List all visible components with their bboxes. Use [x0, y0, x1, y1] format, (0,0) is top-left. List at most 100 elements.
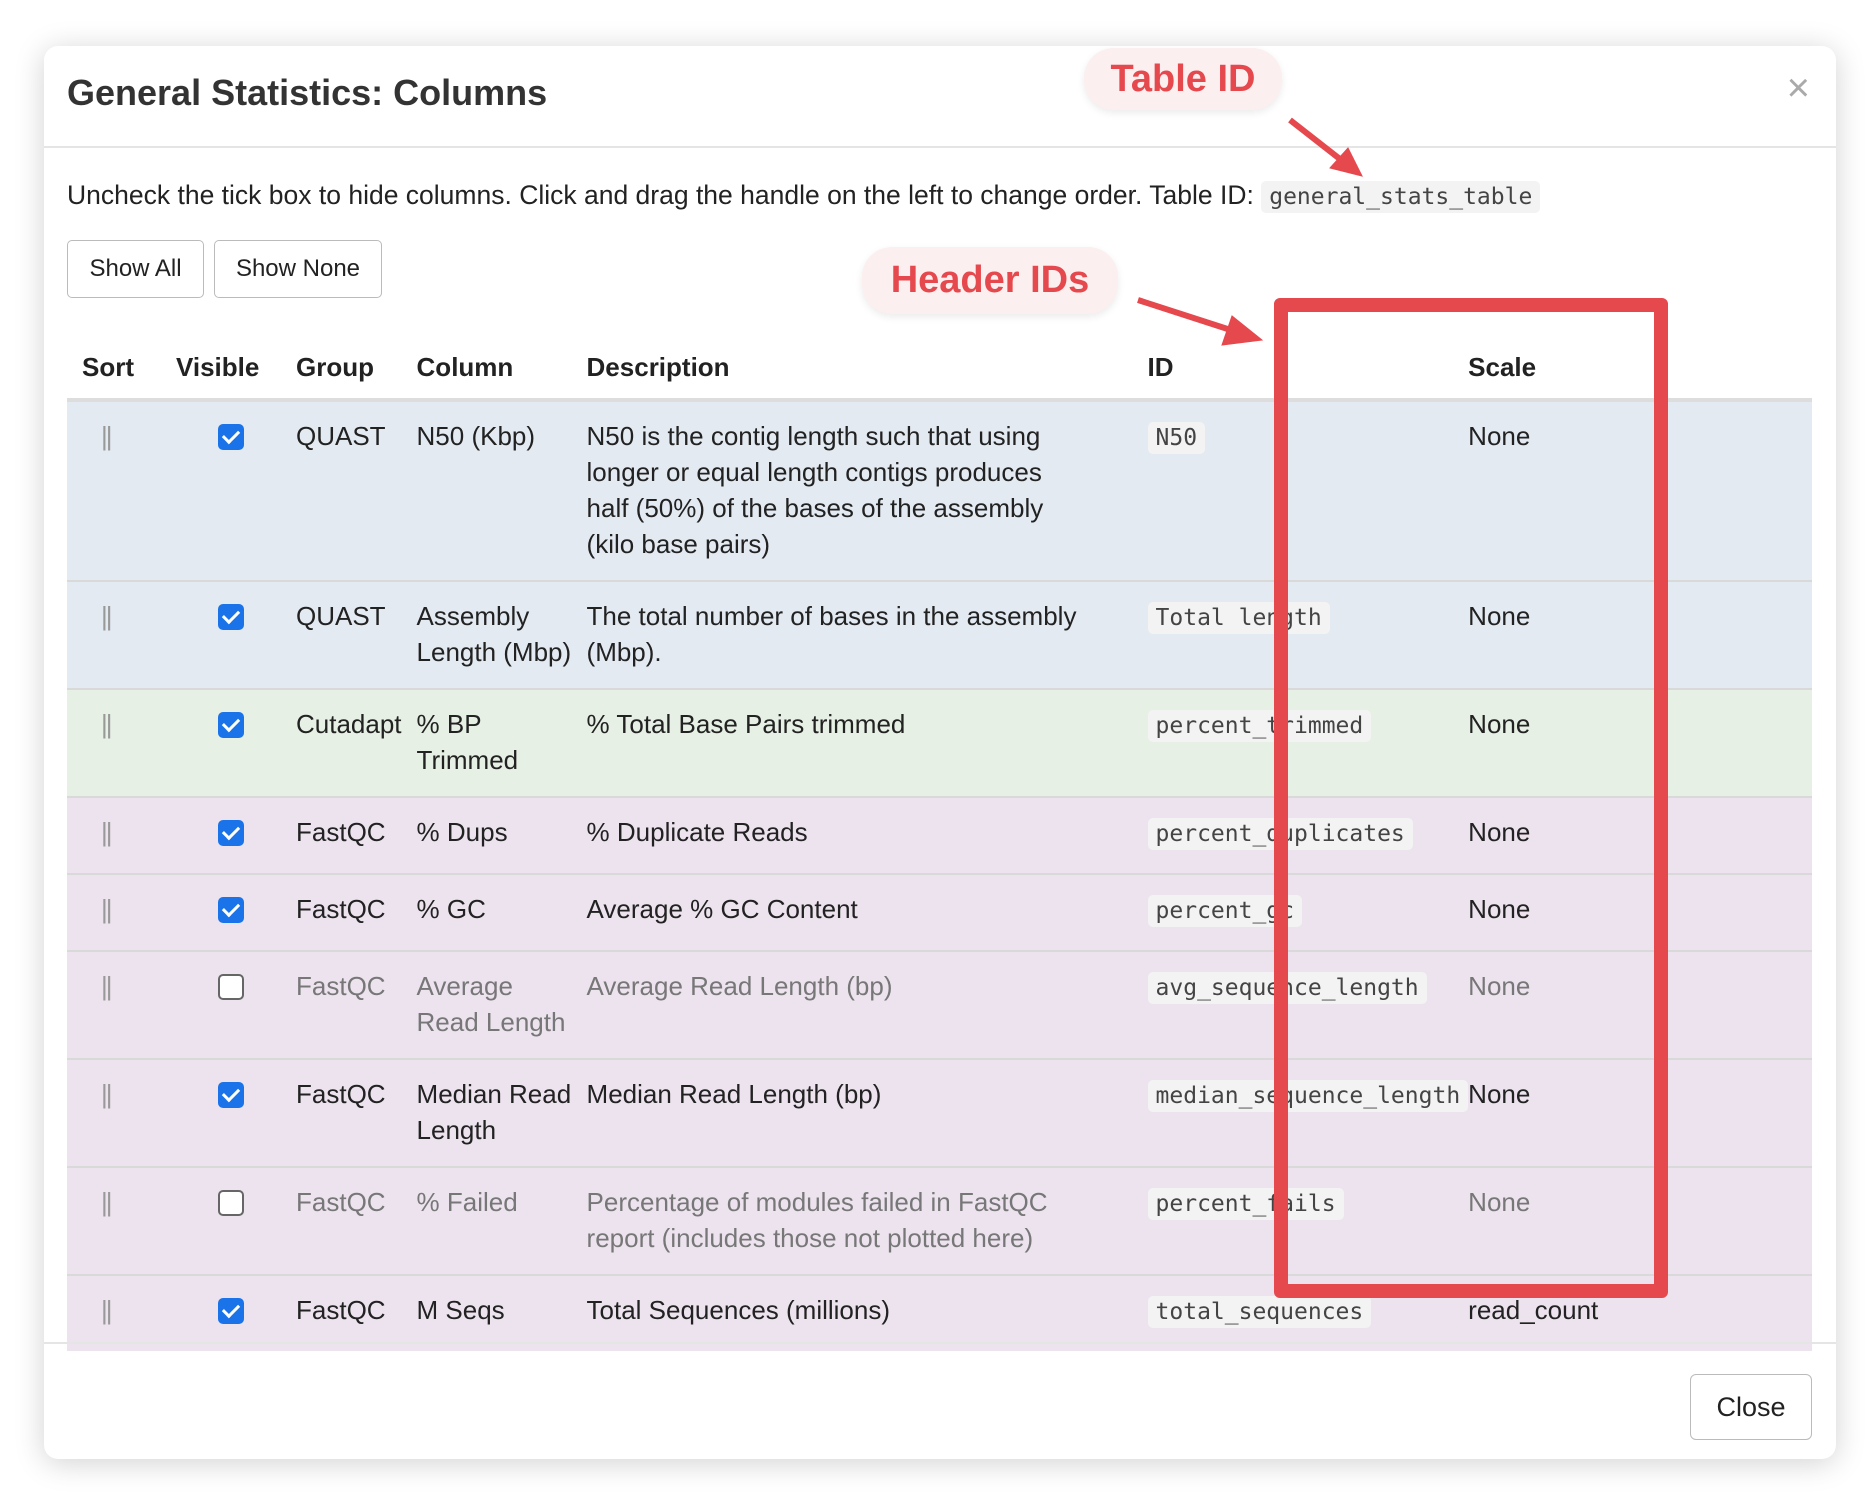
- header-visible: Visible: [161, 336, 281, 402]
- show-none-button[interactable]: Show None: [214, 240, 382, 298]
- close-icon[interactable]: ×: [1786, 66, 1810, 110]
- visible-checkbox[interactable]: [218, 820, 244, 846]
- drag-handle-icon[interactable]: ||: [67, 580, 161, 689]
- scale-cell: None: [1468, 1166, 1812, 1275]
- group-cell: FastQC: [281, 873, 402, 951]
- header-description: Description: [571, 336, 1102, 402]
- scale-cell: None: [1468, 580, 1812, 689]
- scale-cell: None: [1468, 399, 1812, 581]
- header-ids-arrow-line: [1137, 297, 1241, 336]
- drag-handle-icon[interactable]: ||: [67, 1166, 161, 1275]
- scale-cell: None: [1468, 873, 1812, 951]
- visible-cell: [161, 1166, 281, 1275]
- visible-checkbox[interactable]: [218, 1190, 244, 1216]
- table-row: || Cutadapt % BP Trimmed % Total Base Pa…: [67, 688, 1812, 797]
- column-cell: % BP Trimmed: [401, 688, 572, 797]
- column-cell: M Seqs: [401, 1274, 572, 1351]
- description-cell: Total Sequences (millions): [571, 1274, 1102, 1351]
- header-id-code: median_sequence_length: [1147, 1080, 1469, 1112]
- column-cell: N50 (Kbp): [401, 399, 572, 581]
- column-cell: % GC: [401, 873, 572, 951]
- show-all-button[interactable]: Show All: [67, 240, 204, 298]
- group-cell: FastQC: [281, 1274, 402, 1351]
- visible-cell: [161, 580, 281, 689]
- visible-checkbox[interactable]: [218, 974, 244, 1000]
- header-sort: Sort: [67, 336, 161, 402]
- header-id-code: percent_trimmed: [1147, 710, 1372, 742]
- visible-checkbox[interactable]: [218, 604, 244, 630]
- description-cell: Average Read Length (bp): [571, 950, 1102, 1059]
- description-cell: The total number of bases in the assembl…: [571, 580, 1102, 689]
- description-cell: Median Read Length (bp): [571, 1058, 1102, 1167]
- drag-handle-icon[interactable]: ||: [67, 950, 161, 1059]
- drag-handle-icon[interactable]: ||: [67, 796, 161, 874]
- header-id-code: percent_fails: [1147, 1188, 1344, 1220]
- group-cell: FastQC: [281, 950, 402, 1059]
- instructions-text: Uncheck the tick box to hide columns. Cl…: [67, 180, 1254, 210]
- header-scale: Scale: [1468, 336, 1812, 402]
- visible-cell: [161, 1274, 281, 1351]
- group-cell: QUAST: [281, 580, 402, 689]
- column-cell: % Failed: [401, 1166, 572, 1275]
- table-id-code: general_stats_table: [1261, 181, 1541, 213]
- description-cell: % Duplicate Reads: [571, 796, 1102, 874]
- scale-cell: None: [1468, 688, 1812, 797]
- modal-title: General Statistics: Columns: [67, 72, 548, 113]
- visible-checkbox[interactable]: [218, 897, 244, 923]
- header-group: Group: [281, 336, 402, 402]
- column-cell: Median Read Length: [401, 1058, 572, 1167]
- drag-handle-icon[interactable]: ||: [67, 873, 161, 951]
- drag-handle-icon[interactable]: ||: [67, 1274, 161, 1351]
- visible-cell: [161, 399, 281, 581]
- table-id-arrow-line: [1288, 117, 1347, 166]
- visible-cell: [161, 1058, 281, 1167]
- visible-cell: [161, 950, 281, 1059]
- header-column: Column: [401, 336, 572, 402]
- drag-handle-icon[interactable]: ||: [67, 688, 161, 797]
- group-cell: FastQC: [281, 1058, 402, 1167]
- visible-checkbox[interactable]: [218, 1082, 244, 1108]
- column-cell: Average Read Length: [401, 950, 572, 1059]
- group-cell: QUAST: [281, 399, 402, 581]
- group-cell: FastQC: [281, 796, 402, 874]
- column-cell: % Dups: [401, 796, 572, 874]
- description-cell: Average % GC Content: [571, 873, 1102, 951]
- header-ids-arrowhead: [1221, 315, 1264, 346]
- group-cell: Cutadapt: [281, 688, 402, 797]
- scale-cell: None: [1468, 1058, 1812, 1167]
- table-row: || QUAST N50 (Kbp) N50 is the contig len…: [67, 399, 1812, 581]
- instructions: Uncheck the tick box to hide columns. Cl…: [67, 180, 1541, 213]
- table-row: || QUAST Assembly Length (Mbp) The total…: [67, 580, 1812, 689]
- column-cell: Assembly Length (Mbp): [401, 580, 572, 689]
- columns-table: Sort Visible Group Column Description ID…: [67, 336, 1812, 1351]
- header-divider: [44, 146, 1836, 148]
- header-ids-annotation: Header IDs: [862, 247, 1118, 314]
- description-cell: % Total Base Pairs trimmed: [571, 688, 1102, 797]
- header-ids-highlight-box: [1274, 298, 1668, 1298]
- table-row: || FastQC % Failed Percentage of modules…: [67, 1166, 1812, 1275]
- close-button[interactable]: Close: [1690, 1374, 1812, 1440]
- header-id-code: N50: [1147, 422, 1206, 454]
- visible-checkbox[interactable]: [218, 712, 244, 738]
- visible-checkbox[interactable]: [218, 1298, 244, 1324]
- footer-divider: [44, 1342, 1836, 1344]
- drag-handle-icon[interactable]: ||: [67, 1058, 161, 1167]
- description-cell: Percentage of modules failed in FastQC r…: [571, 1166, 1102, 1275]
- header-id-code: total_sequences: [1147, 1296, 1372, 1328]
- id-cell: percent_trimmed: [1101, 688, 1469, 797]
- table-id-annotation: Table ID: [1084, 48, 1282, 110]
- visible-checkbox[interactable]: [218, 424, 244, 450]
- table-row: || FastQC % GC Average % GC Content perc…: [67, 873, 1812, 951]
- table-row: || FastQC % Dups % Duplicate Reads perce…: [67, 796, 1812, 874]
- scale-cell: None: [1468, 950, 1812, 1059]
- group-cell: FastQC: [281, 1166, 402, 1275]
- scale-cell: None: [1468, 796, 1812, 874]
- visible-cell: [161, 873, 281, 951]
- visible-cell: [161, 796, 281, 874]
- visible-cell: [161, 688, 281, 797]
- table-id-arrowhead: [1329, 147, 1363, 177]
- description-cell: N50 is the contig length such that using…: [571, 399, 1102, 581]
- drag-handle-icon[interactable]: ||: [67, 399, 161, 581]
- header-id-code: Total length: [1147, 602, 1330, 634]
